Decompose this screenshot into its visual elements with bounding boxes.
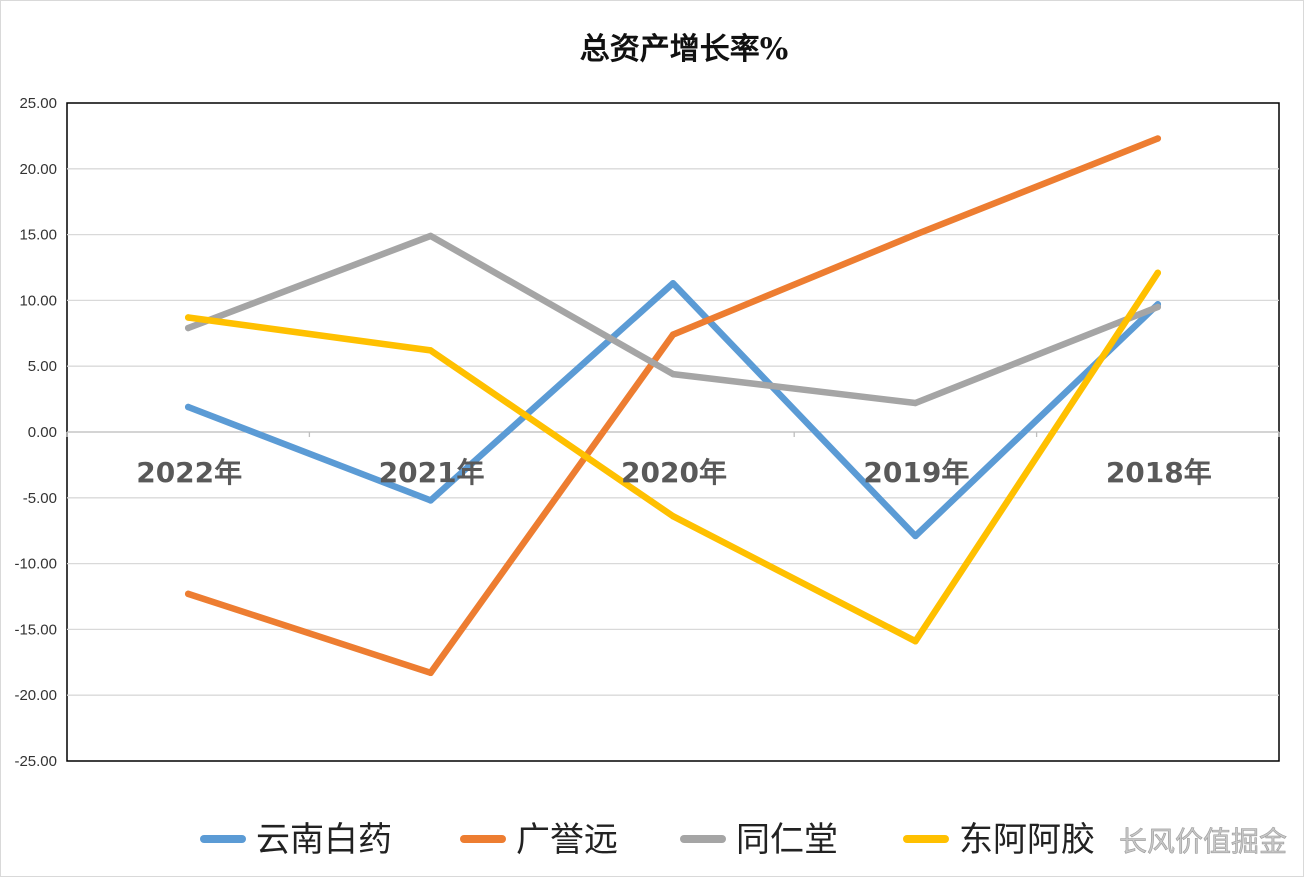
y-tick-label: -25.00 bbox=[14, 753, 57, 770]
legend-label: 同仁堂 bbox=[736, 820, 838, 860]
y-tick-label: 0.00 bbox=[28, 424, 57, 441]
x-tick-label: 2022年 bbox=[136, 456, 242, 489]
y-tick-label: 5.00 bbox=[28, 358, 57, 375]
data-point bbox=[185, 590, 192, 598]
data-point bbox=[185, 314, 192, 321]
data-point bbox=[912, 532, 919, 540]
y-tick-label: 20.00 bbox=[19, 161, 57, 178]
y-tick-label: -15.00 bbox=[14, 621, 57, 638]
y-tick-label: 25.00 bbox=[19, 95, 57, 112]
y-tick-label: -20.00 bbox=[14, 687, 57, 704]
chart-title: 总资产增长率% bbox=[580, 32, 789, 67]
x-tick-label: 2019年 bbox=[863, 456, 969, 489]
data-point bbox=[427, 669, 434, 677]
data-point bbox=[185, 403, 192, 411]
data-point bbox=[669, 513, 677, 520]
data-point bbox=[912, 638, 919, 645]
y-axis-ticks: 25.00 20.00 15.00 10.00 5.00 0.00 -5.00 -10.00 -… bbox=[14, 95, 57, 770]
legend: 云南白药 广誉远 同仁堂 东阿阿胶 bbox=[200, 820, 1095, 860]
y-tick-label: -5.00 bbox=[23, 490, 57, 507]
series-lines bbox=[184, 135, 1162, 677]
data-point bbox=[1154, 303, 1162, 311]
data-point bbox=[669, 370, 677, 378]
data-point bbox=[669, 331, 677, 338]
data-point bbox=[669, 280, 677, 287]
legend-label: 广誉远 bbox=[516, 820, 618, 860]
legend-label: 东阿阿胶 bbox=[959, 820, 1095, 860]
x-tick-label: 2018年 bbox=[1106, 456, 1212, 489]
x-tick-label: 2020年 bbox=[621, 456, 727, 489]
data-point bbox=[427, 497, 434, 504]
data-point bbox=[427, 232, 434, 240]
x-tick-label: 2021年 bbox=[379, 456, 485, 489]
y-tick-label: 15.00 bbox=[19, 227, 57, 244]
data-point bbox=[1154, 269, 1162, 276]
y-tick-label: 10.00 bbox=[19, 292, 57, 309]
data-point bbox=[1154, 135, 1162, 142]
data-point bbox=[427, 347, 434, 354]
watermark: 长风价值掘金 bbox=[1119, 825, 1287, 858]
data-point bbox=[185, 324, 192, 332]
y-tick-label: -10.00 bbox=[14, 556, 57, 573]
data-point bbox=[912, 399, 919, 407]
x-axis-ticks: 2022年 2021年 2020年 2019年 2018年 bbox=[136, 456, 1212, 489]
legend-label: 云南白药 bbox=[256, 820, 392, 860]
data-point bbox=[912, 231, 919, 238]
